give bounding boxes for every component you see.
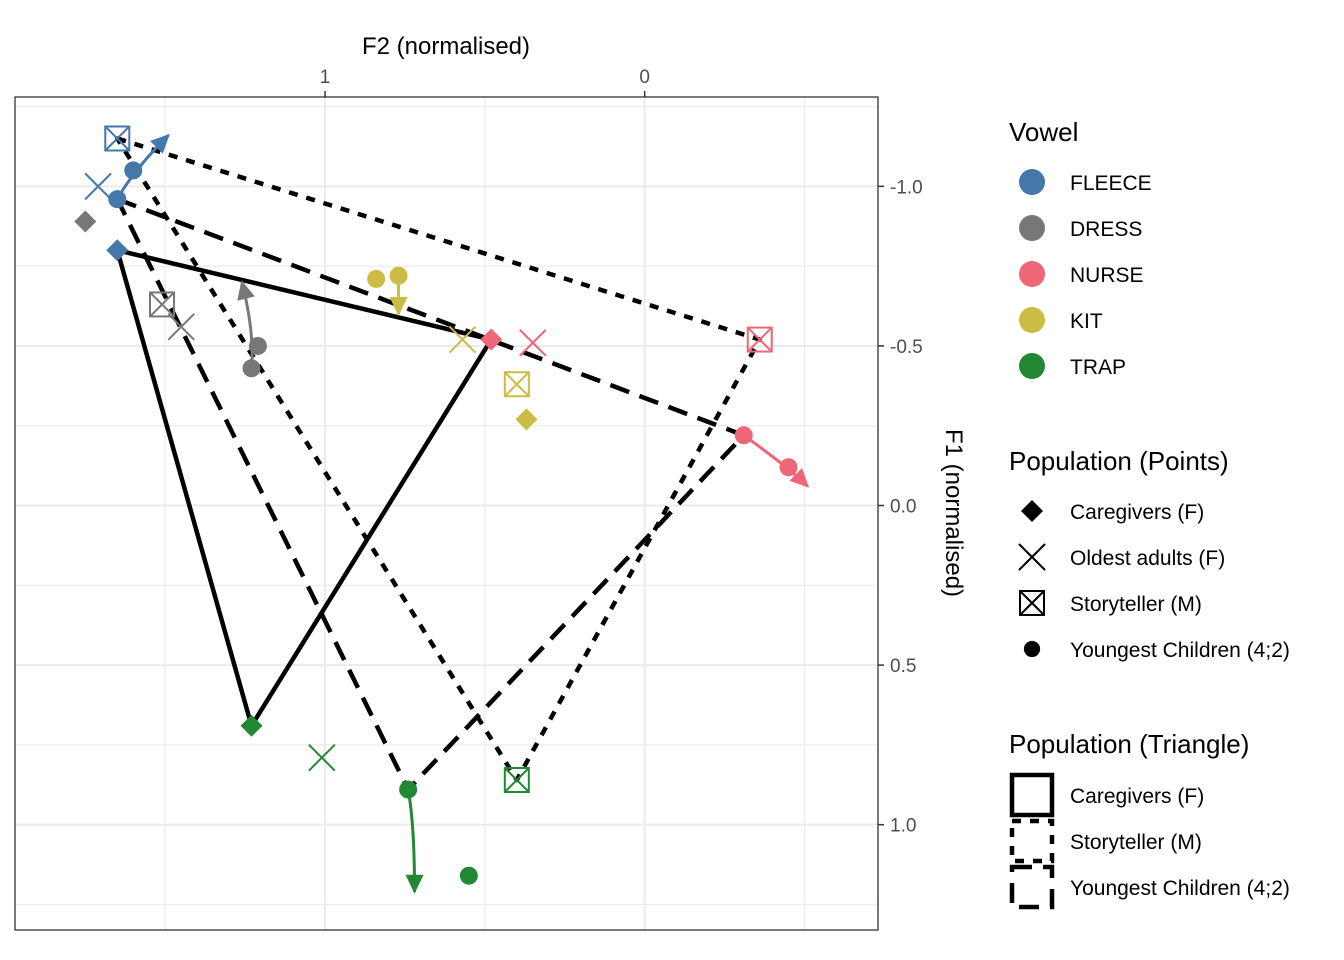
legend-key-diamond-icon	[1021, 500, 1043, 522]
point-nurse-x	[519, 329, 547, 357]
x-tick-label: 0	[639, 67, 650, 88]
grid-lines	[15, 97, 878, 930]
legend-label-trap: TRAP	[1070, 356, 1126, 379]
x-stroke	[504, 371, 530, 397]
legend-key-dotted-line-icon	[1009, 818, 1055, 864]
box-outline	[1019, 590, 1045, 616]
legend-title-vowel: Vowel	[1009, 117, 1078, 147]
point-trap-circle	[459, 866, 478, 885]
legend-key-fleece	[1019, 169, 1045, 195]
box-outline	[104, 125, 131, 152]
legend-key-x-icon	[1018, 543, 1046, 571]
point-kit-diamond	[515, 408, 538, 431]
legend-label-points: Storyteller (M)	[1070, 593, 1202, 616]
legend-key-trap	[1019, 353, 1045, 379]
box-outline	[149, 291, 176, 318]
x-stroke	[504, 767, 530, 793]
point-trap-diamond	[240, 714, 263, 737]
legend-label-points: Oldest adults (F)	[1070, 547, 1225, 570]
legend-label-triangle: Storyteller (M)	[1070, 831, 1202, 854]
legend-key-kit	[1019, 307, 1045, 333]
point-kit-x	[448, 325, 477, 354]
point-kit-circle	[389, 266, 408, 285]
point-fleece-circle	[124, 161, 143, 180]
x-stroke	[84, 172, 112, 201]
legend-key-dress	[1019, 215, 1045, 241]
y-tick-label: 1.0	[890, 816, 916, 837]
y-tick-label: 0.5	[890, 656, 916, 677]
arrowhead-icon	[789, 467, 810, 488]
point-dress-circle	[248, 336, 267, 355]
box-outline	[503, 371, 530, 398]
point-fleece-x	[84, 172, 112, 201]
arrowhead-icon	[389, 297, 408, 317]
panel-border	[14, 96, 879, 931]
legend-key-boxx-icon	[1019, 590, 1045, 616]
legend-label-nurse: NURSE	[1070, 264, 1144, 287]
x-stroke	[308, 743, 336, 772]
legend-key-dashed-line-icon	[1009, 864, 1055, 910]
panel-background	[15, 97, 878, 930]
x-tick-label: 1	[320, 67, 331, 88]
legend-title-population-triangle: Population (Triangle)	[1009, 729, 1249, 759]
point-dress-diamond	[74, 210, 97, 233]
point-trap-x	[308, 743, 336, 772]
legend-label-points: Youngest Children (4;2)	[1070, 639, 1290, 662]
legend-key-nurse	[1019, 261, 1045, 287]
box-outline	[503, 766, 530, 793]
point-nurse-circle	[779, 458, 798, 477]
x-stroke	[747, 326, 773, 353]
point-dress-circle	[242, 359, 261, 378]
point-dress-boxx	[149, 291, 176, 318]
x-stroke	[1019, 590, 1045, 616]
legend-label-kit: KIT	[1070, 310, 1103, 333]
legends: Vowel FLEECE DRESS NURSE KIT TRAP Population (…	[1009, 117, 1290, 910]
arrowhead-icon	[150, 133, 170, 154]
legend-label-triangle: Caregivers (F)	[1070, 785, 1204, 808]
triangle-storyteller-m	[115, 136, 762, 783]
point-fleece-circle	[108, 190, 127, 209]
y-axis-title: F1 (normalised)	[940, 429, 967, 597]
x-stroke	[519, 329, 547, 357]
point-trap-boxx	[503, 766, 530, 793]
legend-label-triangle: Youngest Children (4;2)	[1070, 877, 1290, 900]
y-axis-right: -1.0 -0.5 0.0 0.5 1.0	[878, 177, 923, 837]
y-tick-label: -0.5	[890, 337, 923, 358]
arrowhead-icon	[237, 280, 255, 301]
x-stroke	[1018, 543, 1046, 571]
point-nurse-circle	[734, 426, 753, 445]
legend-label-dress: DRESS	[1070, 218, 1142, 241]
y-tick-label: -1.0	[890, 177, 923, 198]
point-dress-x	[167, 313, 195, 341]
triangle-youngest-children-4-2	[115, 196, 747, 792]
x-stroke	[167, 313, 195, 341]
x-stroke	[149, 291, 175, 318]
point-nurse-diamond	[480, 328, 503, 351]
points-layer	[74, 125, 798, 885]
point-kit-circle	[367, 269, 386, 288]
point-nurse-boxx	[746, 326, 773, 353]
legend-label-fleece: FLEECE	[1070, 172, 1152, 195]
x-axis-title: F2 (normalised)	[362, 33, 530, 60]
triangles-layer	[115, 136, 762, 792]
y-tick-label: 0.0	[890, 497, 916, 518]
x-stroke	[104, 125, 130, 152]
triangle-caregivers-f	[115, 247, 494, 728]
point-fleece-diamond	[106, 239, 129, 262]
legend-key-solid-line-icon	[1009, 772, 1055, 818]
legend-label-points: Caregivers (F)	[1070, 501, 1204, 524]
point-fleece-boxx	[104, 125, 131, 152]
x-stroke	[448, 325, 477, 354]
box-outline	[746, 326, 773, 353]
point-kit-boxx	[503, 371, 530, 398]
point-trap-circle	[399, 780, 418, 799]
legend-key-circle-icon	[1023, 640, 1041, 658]
legend-title-population-points: Population (Points)	[1009, 446, 1229, 476]
arrowhead-icon	[405, 874, 424, 894]
